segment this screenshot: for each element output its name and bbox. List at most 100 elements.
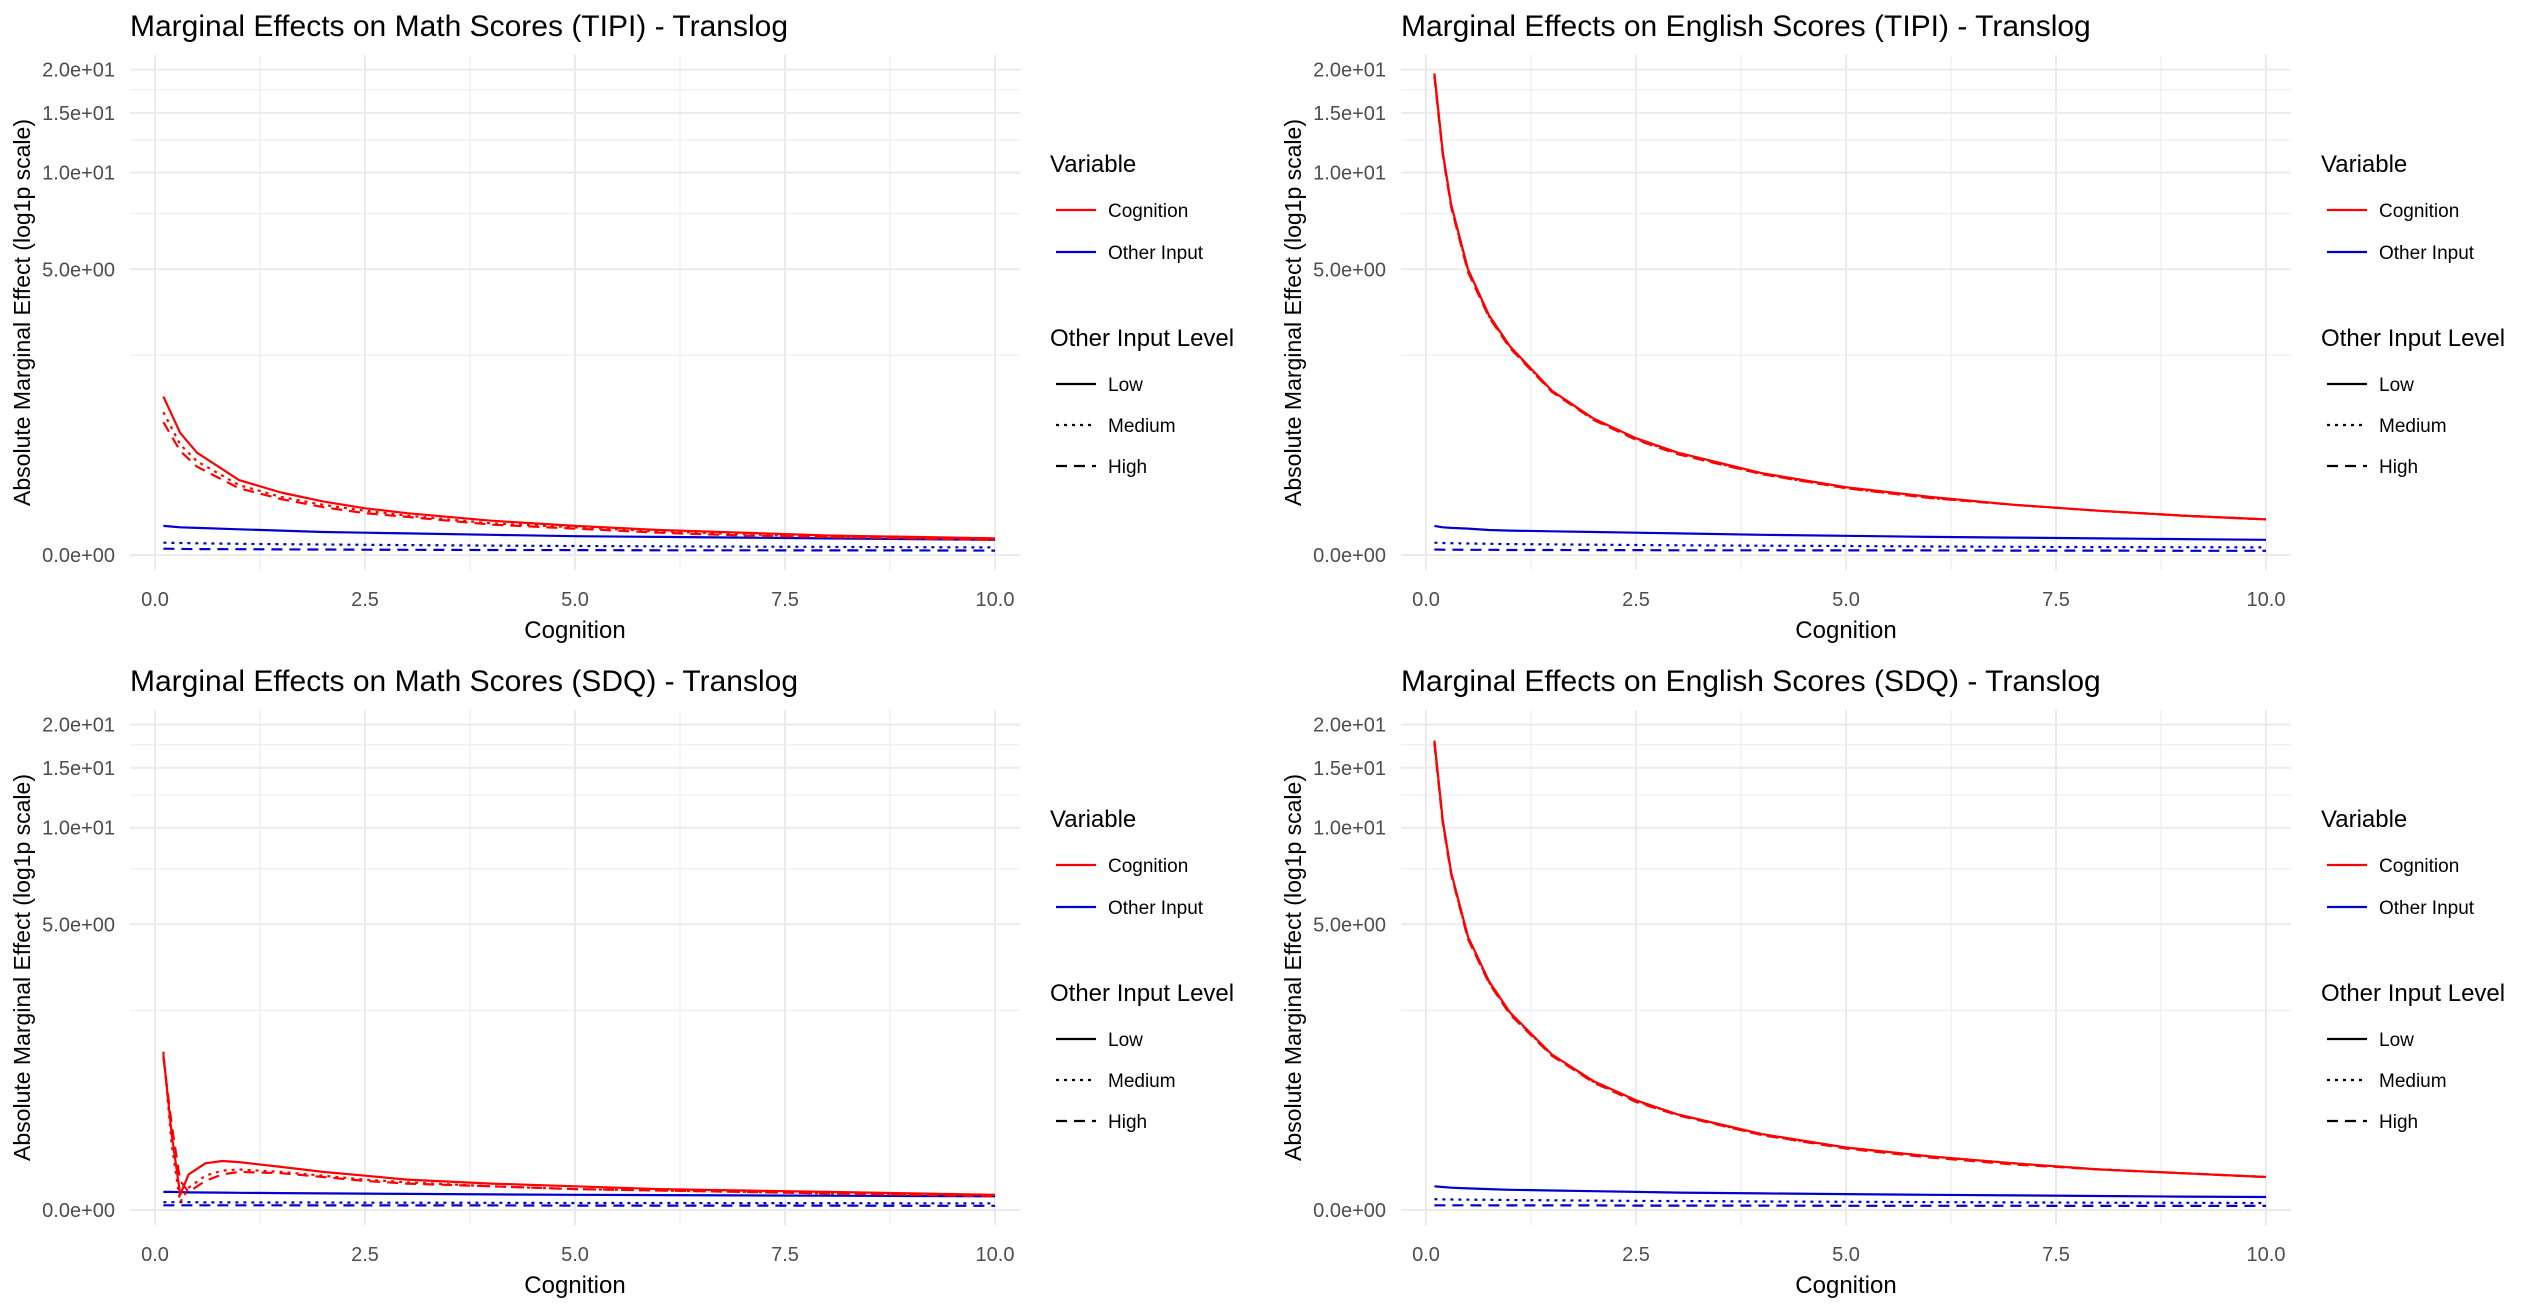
series-line-other-input-high bbox=[163, 1204, 995, 1207]
series-line-other-input-low bbox=[1434, 1185, 2267, 1199]
chart-panel: 0.0e+00 5.0e+00 1.0e+01 1.5e+01 2.0e+01 0.0 2.… bbox=[0, 655, 1271, 1310]
chart-svg: 0.0e+00 5.0e+00 1.0e+01 1.5e+01 2.0e+01 0.0 2.… bbox=[1280, 665, 2505, 1299]
x-axis-label: Cognition bbox=[524, 1272, 625, 1299]
legend-label: High bbox=[2379, 457, 2418, 478]
legend-title: Variable bbox=[2321, 806, 2407, 833]
chart-svg: 0.0e+00 5.0e+00 1.0e+01 1.5e+01 2.0e+01 0.0 2.… bbox=[1280, 10, 2505, 644]
y-tick-label: 0.0e+00 bbox=[1313, 1200, 1386, 1222]
x-tick-label: 0.0 bbox=[141, 1244, 169, 1266]
y-tick-label: 5.0e+00 bbox=[42, 914, 115, 936]
grid-lines bbox=[1401, 55, 2291, 570]
chart-title: Marginal Effects on Math Scores (SDQ) - … bbox=[130, 665, 798, 698]
legend-title: Variable bbox=[2321, 151, 2407, 178]
series-line-cognition-medium bbox=[162, 411, 996, 541]
chart-svg: 0.0e+00 5.0e+00 1.0e+01 1.5e+01 2.0e+01 0.0 2.… bbox=[9, 665, 1234, 1299]
legend-label: Cognition bbox=[1108, 201, 1188, 222]
x-tick-label: 2.5 bbox=[351, 1244, 379, 1266]
x-tick-label: 5.0 bbox=[1832, 1244, 1860, 1266]
series-line-cognition-medium bbox=[162, 1051, 995, 1204]
y-tick-label: 1.5e+01 bbox=[42, 758, 115, 780]
legend-label: Medium bbox=[2379, 1071, 2447, 1092]
series-line-cognition-high bbox=[1433, 76, 2267, 521]
legend-title: Other Input Level bbox=[2321, 325, 2505, 352]
legend-label: Cognition bbox=[1108, 856, 1188, 877]
chart-title: Marginal Effects on Math Scores (TIPI) -… bbox=[130, 10, 788, 43]
legend: Variable Cognition Other Input Other Input … bbox=[1050, 151, 1234, 478]
y-axis-label: Absolute Marginal Effect (log1p scale) bbox=[9, 119, 35, 506]
y-axis-label: Absolute Marginal Effect (log1p scale) bbox=[1280, 774, 1306, 1161]
legend-label: Medium bbox=[1108, 1071, 1176, 1092]
y-tick-label: 0.0e+00 bbox=[42, 545, 115, 567]
y-tick-label: 5.0e+00 bbox=[1313, 914, 1386, 936]
x-tick-label: 0.0 bbox=[1412, 589, 1440, 611]
chart-panel: 0.0e+00 5.0e+00 1.0e+01 1.5e+01 2.0e+01 0.0 2.… bbox=[1271, 655, 2542, 1310]
y-axis-label: Absolute Marginal Effect (log1p scale) bbox=[9, 774, 35, 1161]
series-line-other-input-low bbox=[163, 524, 996, 541]
legend-label: Other Input bbox=[2379, 898, 2475, 919]
x-tick-label: 7.5 bbox=[771, 1244, 799, 1266]
series-line-other-input-high bbox=[1434, 1204, 2266, 1208]
x-tick-label: 5.0 bbox=[561, 1244, 589, 1266]
y-tick-label: 1.5e+01 bbox=[1313, 103, 1386, 125]
y-axis-label: Absolute Marginal Effect (log1p scale) bbox=[1280, 119, 1306, 506]
series-line-cognition-high bbox=[162, 421, 996, 541]
series-line-cognition-medium bbox=[1433, 742, 2267, 1179]
series-line-cognition-low bbox=[1433, 740, 2267, 1179]
legend: Variable Cognition Other Input Other Input … bbox=[2321, 151, 2505, 478]
legend: Variable Cognition Other Input Other Input … bbox=[1050, 806, 1234, 1133]
x-tick-label: 2.5 bbox=[351, 589, 379, 611]
series-line-other-input-medium bbox=[163, 1201, 995, 1205]
x-tick-label: 0.0 bbox=[141, 589, 169, 611]
x-tick-label: 7.5 bbox=[2042, 589, 2070, 611]
series-line-other-input-medium bbox=[1434, 1198, 2267, 1205]
legend-title: Variable bbox=[1050, 806, 1136, 833]
legend: Variable Cognition Other Input Other Input … bbox=[2321, 806, 2505, 1133]
y-tick-label: 2.0e+01 bbox=[1313, 715, 1386, 737]
x-tick-label: 2.5 bbox=[1622, 1244, 1650, 1266]
legend-title: Other Input Level bbox=[1050, 980, 1234, 1007]
y-tick-label: 5.0e+00 bbox=[42, 259, 115, 281]
series-line-other-input-medium bbox=[1434, 541, 2267, 549]
chart-svg: 0.0e+00 5.0e+00 1.0e+01 1.5e+01 2.0e+01 0.0 2.… bbox=[9, 10, 1234, 644]
x-tick-label: 10.0 bbox=[976, 589, 1015, 611]
legend-label: High bbox=[1108, 1112, 1147, 1133]
legend-label: Low bbox=[1108, 1030, 1143, 1051]
legend-label: Other Input bbox=[1108, 898, 1204, 919]
series-line-other-input-low bbox=[163, 1190, 996, 1198]
legend-label: Low bbox=[1108, 375, 1143, 396]
series-line-cognition-high bbox=[1433, 743, 2267, 1179]
x-axis-label: Cognition bbox=[1795, 617, 1896, 644]
legend-label: High bbox=[1108, 457, 1147, 478]
chart-title: Marginal Effects on English Scores (SDQ)… bbox=[1401, 665, 2101, 698]
legend-label: Low bbox=[2379, 1030, 2414, 1051]
series-line-cognition-low bbox=[162, 1054, 996, 1196]
legend-label: Low bbox=[2379, 375, 2414, 396]
x-tick-label: 0.0 bbox=[1412, 1244, 1440, 1266]
y-tick-label: 1.0e+01 bbox=[1313, 163, 1386, 185]
x-tick-label: 10.0 bbox=[2247, 1244, 2286, 1266]
series-line-other-input-medium bbox=[163, 541, 996, 549]
series-line-cognition-low bbox=[162, 396, 996, 540]
legend-label: Cognition bbox=[2379, 856, 2459, 877]
y-tick-label: 2.0e+01 bbox=[42, 715, 115, 737]
grid-lines bbox=[1401, 710, 2291, 1225]
legend-label: Other Input bbox=[2379, 243, 2475, 264]
series-line-other-input-high bbox=[1434, 548, 2266, 552]
x-tick-label: 10.0 bbox=[2247, 589, 2286, 611]
y-tick-label: 5.0e+00 bbox=[1313, 259, 1386, 281]
legend-label: Medium bbox=[2379, 416, 2447, 437]
x-tick-label: 10.0 bbox=[976, 1244, 1015, 1266]
grid-lines bbox=[130, 55, 1020, 570]
chart-panel: 0.0e+00 5.0e+00 1.0e+01 1.5e+01 2.0e+01 0.0 2.… bbox=[0, 0, 1271, 655]
x-tick-label: 2.5 bbox=[1622, 589, 1650, 611]
x-tick-label: 5.0 bbox=[561, 589, 589, 611]
y-tick-label: 2.0e+01 bbox=[1313, 60, 1386, 82]
y-tick-label: 0.0e+00 bbox=[1313, 545, 1386, 567]
y-tick-label: 1.5e+01 bbox=[1313, 758, 1386, 780]
legend-label: Cognition bbox=[2379, 201, 2459, 222]
chart-title: Marginal Effects on English Scores (TIPI… bbox=[1401, 10, 2091, 43]
legend-title: Other Input Level bbox=[2321, 980, 2505, 1007]
legend-label: High bbox=[2379, 1112, 2418, 1133]
series-line-cognition-high bbox=[162, 1057, 996, 1198]
x-axis-label: Cognition bbox=[1795, 1272, 1896, 1299]
